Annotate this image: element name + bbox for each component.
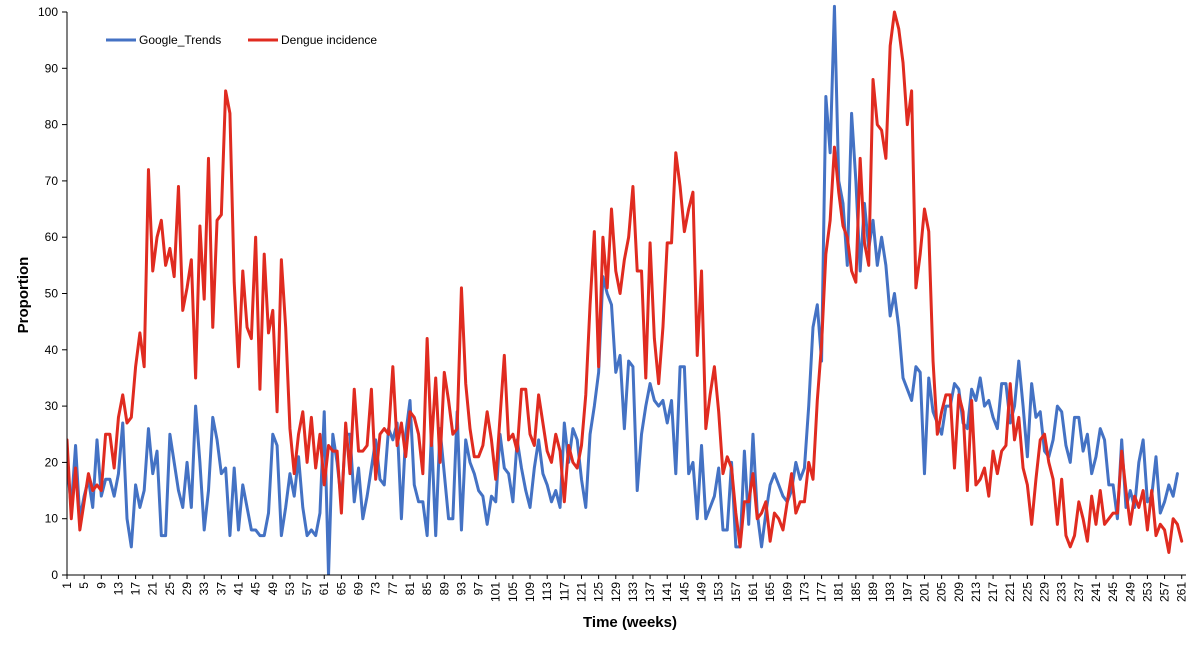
x-tick-label: 145: [677, 582, 691, 602]
x-tick-label: 101: [489, 582, 503, 602]
x-tick-label: 205: [935, 582, 949, 602]
x-tick-label: 13: [111, 582, 125, 596]
x-tick-label: 169: [780, 582, 794, 602]
y-tick-label: 100: [38, 5, 58, 19]
x-tick-label: 57: [300, 582, 314, 596]
x-tick-label: 121: [574, 582, 588, 602]
x-tick-label: 245: [1106, 582, 1120, 602]
x-axis-title: Time (weeks): [583, 614, 677, 631]
x-tick-label: 33: [197, 582, 211, 596]
legend-label-dengue-incidence: Dengue incidence: [281, 33, 377, 47]
x-tick-label: 241: [1089, 582, 1103, 602]
y-tick-label: 80: [45, 118, 59, 132]
x-tick-label: 173: [797, 582, 811, 602]
x-tick-label: 61: [317, 582, 331, 596]
x-tick-label: 117: [557, 582, 571, 601]
x-tick-label: 25: [163, 582, 177, 596]
x-tick-label: 105: [506, 582, 520, 602]
y-tick-label: 70: [45, 174, 59, 188]
y-tick-label: 20: [45, 455, 59, 469]
x-tick-label: 153: [712, 582, 726, 602]
x-tick-label: 17: [129, 582, 143, 596]
legend-label-google-trends: Google_Trends: [139, 33, 221, 47]
x-tick-label: 237: [1072, 582, 1086, 602]
x-tick-label: 225: [1020, 582, 1034, 602]
x-tick-label: 41: [231, 582, 245, 596]
x-tick-label: 209: [952, 582, 966, 602]
x-tick-label: 5: [77, 582, 91, 589]
x-tick-label: 137: [643, 582, 657, 602]
x-tick-label: 97: [472, 582, 486, 596]
x-tick-label: 9: [94, 582, 108, 589]
x-tick-label: 21: [146, 582, 160, 596]
x-tick-label: 37: [214, 582, 228, 596]
y-tick-label: 40: [45, 343, 59, 357]
x-tick-label: 213: [969, 582, 983, 602]
x-tick-label: 157: [729, 582, 743, 602]
x-tick-label: 49: [266, 582, 280, 596]
y-ticks: 0 10 20 30 40 50 60 70 80 90 100: [38, 5, 67, 582]
x-tick-label: 229: [1038, 582, 1052, 602]
x-tick-label: 193: [883, 582, 897, 602]
x-tick-label: 165: [763, 582, 777, 602]
x-tick-label: 189: [866, 582, 880, 602]
x-tick-label: 133: [626, 582, 640, 602]
y-tick-label: 90: [45, 61, 59, 75]
x-tick-label: 177: [815, 582, 829, 602]
x-tick-label: 249: [1123, 582, 1137, 602]
x-tick-label: 45: [249, 582, 263, 596]
x-tick-label: 257: [1158, 582, 1172, 602]
x-tick-label: 197: [900, 582, 914, 602]
x-tick-label: 233: [1055, 582, 1069, 602]
x-tick-label: 185: [849, 582, 863, 602]
x-ticks: 1 5 9 13 17 21 25 29 33 37 41 45 49 53 57 61 65 69 73 77 81 8…: [60, 575, 1189, 602]
x-tick-label: 261: [1175, 582, 1189, 602]
y-tick-label: 60: [45, 230, 59, 244]
x-tick-label: 113: [540, 582, 554, 601]
x-tick-label: 73: [369, 582, 383, 596]
x-tick-label: 93: [454, 582, 468, 596]
series-line-dengue-incidence: [67, 10, 1184, 554]
x-tick-label: 1: [60, 582, 74, 589]
y-axis-title: Proportion: [15, 257, 32, 334]
x-tick-label: 141: [660, 582, 674, 602]
y-tick-label: 10: [45, 512, 59, 526]
series-line-google-trends: [67, 4, 1179, 575]
x-tick-label: 81: [403, 582, 417, 596]
x-tick-label: 77: [386, 582, 400, 596]
x-tick-label: 161: [746, 582, 760, 602]
x-tick-label: 125: [592, 582, 606, 602]
y-tick-label: 50: [45, 287, 59, 301]
x-tick-label: 65: [334, 582, 348, 596]
x-tick-label: 53: [283, 582, 297, 596]
x-tick-label: 89: [437, 582, 451, 596]
x-tick-label: 85: [420, 582, 434, 596]
x-tick-label: 217: [986, 582, 1000, 602]
x-tick-label: 129: [609, 582, 623, 602]
x-tick-label: 109: [523, 582, 537, 602]
x-tick-label: 201: [917, 582, 931, 602]
x-tick-label: 149: [695, 582, 709, 602]
y-tick-label: 0: [51, 568, 58, 582]
legend: Google_Trends Dengue incidence: [106, 33, 377, 47]
x-tick-label: 181: [832, 582, 846, 602]
x-tick-label: 69: [352, 582, 366, 596]
y-tick-label: 30: [45, 399, 59, 413]
x-tick-label: 29: [180, 582, 194, 596]
x-tick-label: 253: [1140, 582, 1154, 602]
plot-lines: [67, 4, 1184, 575]
x-tick-label: 221: [1003, 582, 1017, 602]
